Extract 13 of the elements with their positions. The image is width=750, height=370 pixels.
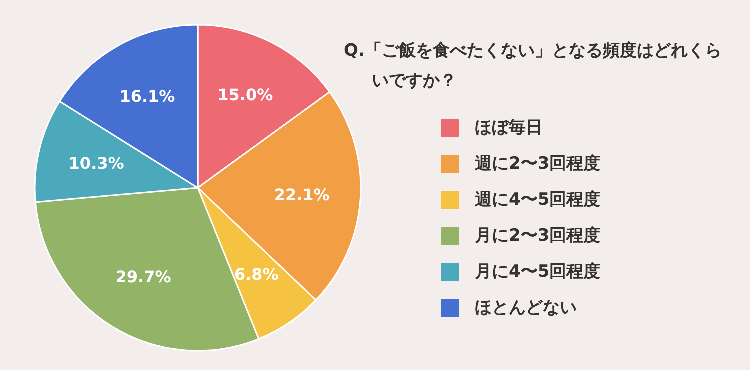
legend-label: ほぼ毎日 [475,118,543,138]
legend-label: ほとんどない [475,298,577,318]
legend-label: 週に4〜5回程度 [474,190,601,210]
data-label: 10.3% [68,154,124,174]
data-label: 6.8% [234,264,279,284]
legend-label: 月に2〜3回程度 [474,226,601,246]
data-label: 22.1% [274,185,330,204]
data-label: 16.1% [120,87,176,106]
data-label: 15.0% [218,86,274,105]
legend-label: 月に4〜5回程度 [474,262,601,282]
data-label: 29.7% [116,267,172,286]
legend-label: 週に2〜3回程度 [474,154,601,174]
text: Q.「ご飯を食べたくない」となる頻度はどれくらいですか？ [344,40,723,93]
